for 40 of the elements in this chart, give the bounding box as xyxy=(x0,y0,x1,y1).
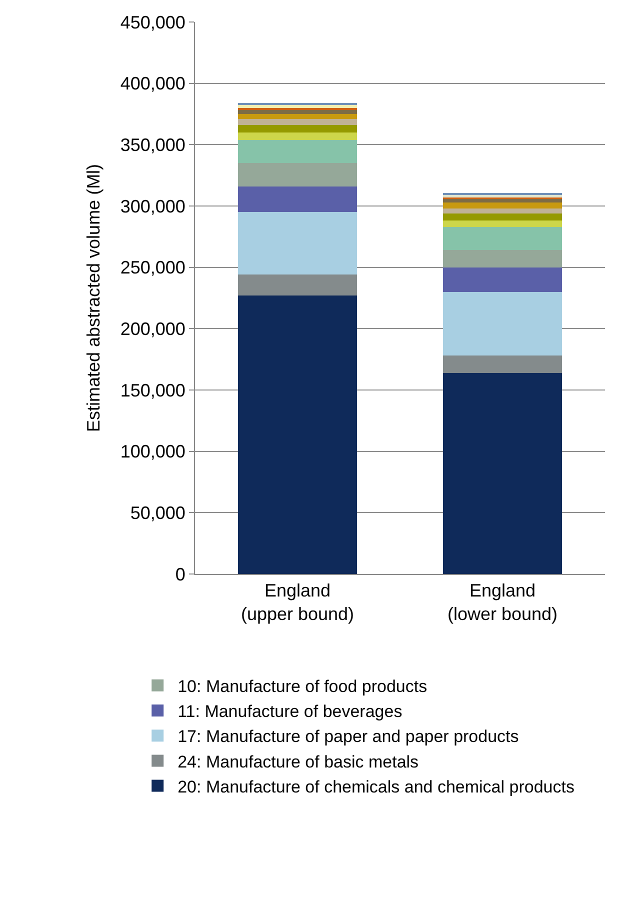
bar xyxy=(443,356,562,373)
bar xyxy=(443,267,562,292)
y-tick-label: 100,000 xyxy=(120,442,186,462)
legend-label: 20: Manufacture of chemicals and chemical products xyxy=(178,777,574,796)
y-tick-label: 0 xyxy=(175,564,186,584)
bar xyxy=(238,118,357,126)
y-tick-label: 450,000 xyxy=(120,12,186,32)
bar xyxy=(443,213,562,221)
bar xyxy=(443,198,562,202)
x-tick-label: England (upper bound) xyxy=(240,580,354,624)
bar xyxy=(238,140,357,164)
bar xyxy=(443,202,562,208)
bar xyxy=(443,194,562,198)
bar xyxy=(443,220,562,227)
bar xyxy=(443,226,562,250)
y-tick-label: 50,000 xyxy=(130,502,186,523)
bar xyxy=(443,250,562,268)
bar xyxy=(443,292,562,356)
legend-label: 24: Manufacture of basic metals xyxy=(178,752,419,772)
y-tick-label: 400,000 xyxy=(120,74,186,94)
bar xyxy=(238,296,357,574)
bar xyxy=(238,114,357,119)
bar xyxy=(238,212,357,275)
y-tick-label: 250,000 xyxy=(120,258,186,278)
bar xyxy=(238,186,357,212)
legend-label: 11: Manufacture of beverages xyxy=(178,702,402,722)
legend-label: 10: Manufacture of food products xyxy=(178,677,428,696)
bar xyxy=(443,208,562,214)
y-axis-title: Estimated abstracted volume (Ml) xyxy=(84,164,104,432)
bar xyxy=(238,274,357,296)
y-tick-label: 300,000 xyxy=(120,196,186,216)
bar xyxy=(238,125,357,132)
y-tick-label: 350,000 xyxy=(120,134,186,155)
bar xyxy=(443,372,562,574)
bar xyxy=(238,163,357,186)
y-tick-label: 150,000 xyxy=(120,380,186,400)
x-tick-label: England (lower bound) xyxy=(447,580,558,624)
legend-label: 17: Manufacture of paper and paper products xyxy=(178,727,519,746)
y-tick-label: 200,000 xyxy=(120,318,186,339)
bar xyxy=(238,132,357,140)
